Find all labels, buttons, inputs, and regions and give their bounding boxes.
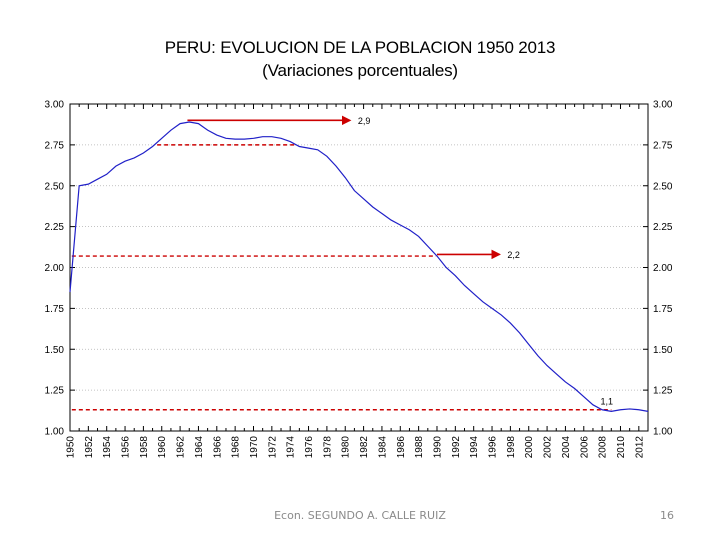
x-tick-label: 1964 [194,436,205,459]
y-tick-label-left: 3.00 [45,100,65,111]
y-tick-label-left: 1.00 [45,427,65,438]
x-tick-label: 1998 [506,436,517,459]
x-tick-label: 1960 [157,436,168,459]
x-tick-label: 1984 [377,436,388,459]
y-tick-label-left: 1.50 [45,345,65,356]
x-tick-label: 1950 [66,436,77,459]
x-tick-label: 1976 [304,436,315,459]
chart-title: PERU: EVOLUCION DE LA POBLACION 1950 201… [164,38,556,57]
x-tick-label: 2000 [524,436,535,459]
x-tick-label: 1968 [231,436,242,459]
arrow-label: 2,2 [507,250,520,260]
footer-author: Econ. SEGUNDO A. CALLE RUIZ [274,509,446,522]
x-tick-label: 1958 [139,436,150,459]
y-tick-label-left: 2.00 [45,263,65,274]
x-tick-label: 1994 [469,436,480,459]
x-tick-label: 1990 [432,436,443,459]
y-tick-label-left: 2.50 [45,181,65,192]
y-tick-label-right: 2.00 [653,263,673,274]
x-tick-label: 1954 [102,436,113,459]
x-tick-label: 2008 [598,436,609,459]
series-line [69,121,649,412]
y-tick-label-left: 2.25 [45,222,65,233]
y-tick-label-left: 2.75 [45,140,65,151]
arrow-label: 2,9 [358,116,371,126]
x-tick-label: 1966 [212,436,223,459]
y-tick-label-right: 1.25 [653,386,673,397]
x-tick-label: 2002 [543,436,554,459]
x-tick-label: 1996 [488,436,499,459]
y-tick-label-right: 2.50 [653,181,673,192]
x-tick-label: 1974 [286,436,297,459]
y-tick-label-right: 2.75 [653,140,673,151]
annotation-label: 1,1 [600,396,613,406]
x-tick-label: 1952 [84,436,95,459]
x-tick-label: 2006 [579,436,590,459]
x-tick-label: 1988 [414,436,425,459]
y-tick-label-left: 1.75 [45,304,65,315]
x-tick-label: 2012 [634,436,645,459]
y-tick-label-left: 1.25 [45,386,65,397]
plot-frame [69,103,649,432]
x-tick-label: 2004 [561,436,572,459]
x-tick-label: 1972 [267,436,278,459]
x-tick-label: 1986 [396,436,407,459]
x-tick-label: 1982 [359,436,370,459]
x-tick-label: 1992 [451,436,462,459]
page-number: 16 [660,509,674,522]
x-tick-label: 1962 [176,436,187,459]
y-tick-label-right: 1.75 [653,304,673,315]
chart-subtitle: (Variaciones porcentuales) [262,61,458,80]
y-tick-label-right: 1.50 [653,345,673,356]
y-tick-label-right: 1.00 [653,427,673,438]
y-tick-label-right: 2.25 [653,222,673,233]
x-tick-label: 1956 [121,436,132,459]
x-tick-label: 1980 [341,436,352,459]
x-tick-label: 1978 [322,436,333,459]
chart-title-block: PERU: EVOLUCION DE LA POBLACION 1950 201… [0,36,720,82]
x-tick-label: 2010 [616,436,627,459]
x-tick-label: 1970 [249,436,260,459]
y-tick-label-right: 3.00 [653,100,673,111]
